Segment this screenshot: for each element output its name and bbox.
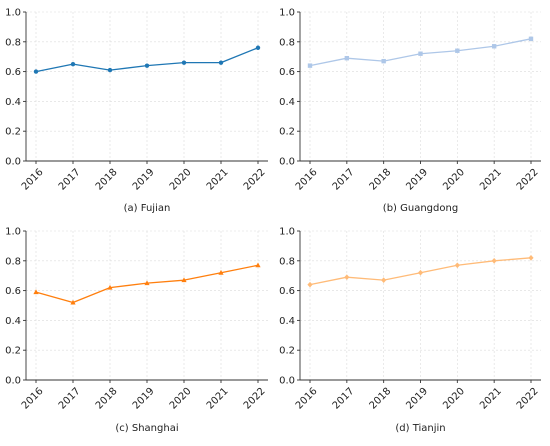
data-point <box>528 255 534 261</box>
data-point <box>181 60 187 65</box>
y-tick-label: 0.0 <box>5 157 21 168</box>
x-tick-label: 2019 <box>131 167 157 193</box>
x-tick-label: 2021 <box>205 386 231 412</box>
x-tick-label: 2016 <box>20 386 46 412</box>
y-tick-label: 0.4 <box>279 97 295 108</box>
y-tick-label: 0.4 <box>5 97 21 108</box>
x-tick-label: 2018 <box>368 167 394 193</box>
x-tick-label: 2020 <box>441 167 467 193</box>
x-tick-label: 2018 <box>94 167 120 193</box>
x-tick-label: 2018 <box>368 386 394 412</box>
data-point <box>218 269 224 275</box>
x-tick-label: 2016 <box>20 167 46 193</box>
y-tick-label: 0.0 <box>5 376 21 387</box>
x-tick-label: 2021 <box>205 167 231 193</box>
data-point <box>70 299 76 305</box>
data-point <box>307 63 313 68</box>
chart-panel-2: 0.0 0.2 0.4 0.6 0.8 1.0 2016 2017 2018 2019 2020 20… <box>5 227 268 434</box>
x-tick-label: 2018 <box>94 386 120 412</box>
y-tick-label: 0.4 <box>279 316 295 327</box>
x-tick-label: 2017 <box>57 167 83 193</box>
y-tick-label: 0.2 <box>279 346 295 357</box>
data-point <box>144 280 150 286</box>
x-tick-label: 2020 <box>168 167 194 193</box>
x-tick-label: 2019 <box>404 167 430 193</box>
y-tick-label: 0.6 <box>279 286 295 297</box>
panel-caption: (c) Shanghai <box>115 423 178 434</box>
y-tick-label: 1.0 <box>5 227 21 238</box>
chart-panel-3: 0.0 0.2 0.4 0.6 0.8 1.0 2016 2017 2018 2019 2020 20… <box>279 227 541 434</box>
x-tick-label: 2017 <box>331 386 357 412</box>
y-tick-label: 1.0 <box>5 8 21 19</box>
x-tick-label: 2020 <box>441 386 467 412</box>
data-point <box>33 289 39 295</box>
data-point <box>381 277 387 283</box>
x-tick-label: 2019 <box>131 386 157 412</box>
y-tick-label: 0.8 <box>279 37 295 48</box>
x-tick-label: 2022 <box>515 167 541 193</box>
y-tick-label: 0.0 <box>279 157 295 168</box>
data-point <box>218 60 224 65</box>
y-tick-label: 0.6 <box>279 67 295 78</box>
x-tick-label: 2021 <box>478 167 504 193</box>
x-tick-label: 2016 <box>294 167 320 193</box>
y-tick-label: 0.6 <box>5 67 21 78</box>
chart-panel-1: 0.0 0.2 0.4 0.6 0.8 1.0 2016 2017 2018 2019 2020 20… <box>279 8 541 214</box>
data-point <box>381 58 386 64</box>
data-point <box>307 281 313 288</box>
data-point <box>418 51 423 56</box>
x-tick-label: 2022 <box>242 386 268 412</box>
data-point <box>344 274 350 280</box>
data-point <box>491 258 497 264</box>
data-point <box>107 284 113 290</box>
y-tick-label: 0.4 <box>5 316 21 327</box>
y-tick-label: 0.2 <box>279 127 295 138</box>
y-tick-label: 0.2 <box>5 346 21 357</box>
x-tick-label: 2021 <box>478 386 504 412</box>
data-point <box>455 48 460 53</box>
data-point <box>144 63 150 68</box>
x-tick-label: 2019 <box>404 386 430 412</box>
data-point <box>255 262 261 268</box>
x-tick-label: 2017 <box>331 167 357 193</box>
y-tick-label: 1.0 <box>279 8 295 19</box>
x-tick-label: 2017 <box>57 386 83 412</box>
y-tick-label: 0.0 <box>279 376 295 387</box>
y-tick-label: 0.2 <box>5 127 21 138</box>
data-point <box>107 67 113 73</box>
y-tick-label: 0.6 <box>5 286 21 297</box>
data-point <box>417 269 424 276</box>
data-point <box>70 61 76 67</box>
panel-caption: (d) Tianjin <box>395 423 445 434</box>
x-tick-label: 2020 <box>168 386 194 412</box>
data-point <box>255 45 261 50</box>
y-tick-label: 0.8 <box>5 37 21 48</box>
data-point <box>454 262 460 269</box>
chart-panel-0: 0.0 0.2 0.4 0.6 0.8 1.0 2016 2017 2018 2019 2020 20… <box>5 8 268 214</box>
y-tick-label: 0.8 <box>279 256 295 267</box>
data-point <box>491 44 497 49</box>
data-point <box>528 36 534 42</box>
data-point <box>33 69 39 74</box>
x-tick-label: 2016 <box>294 386 320 412</box>
panel-caption: (a) Fujian <box>124 203 171 214</box>
panel-caption: (b) Guangdong <box>383 203 458 214</box>
data-point <box>181 277 187 283</box>
data-point <box>344 55 350 61</box>
x-tick-label: 2022 <box>515 386 541 412</box>
y-tick-label: 0.8 <box>5 256 21 267</box>
x-tick-label: 2022 <box>242 167 268 193</box>
y-tick-label: 1.0 <box>279 227 295 238</box>
